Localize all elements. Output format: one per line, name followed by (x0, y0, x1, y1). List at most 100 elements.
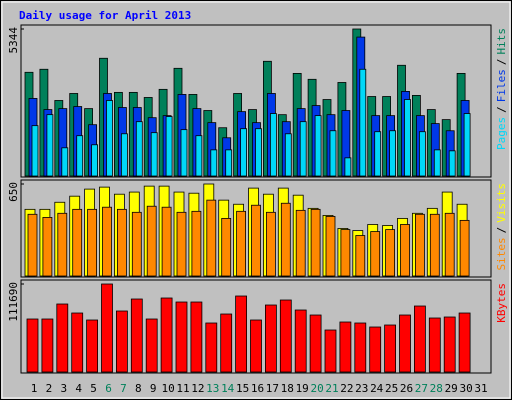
x-tick-label: 16 (251, 382, 264, 395)
bar (86, 319, 98, 373)
bar (280, 202, 291, 277)
bar (413, 305, 426, 373)
bar (130, 298, 143, 373)
bar (121, 133, 128, 177)
x-tick-label: 5 (90, 382, 97, 395)
bar (428, 317, 441, 373)
x-tick-label: 11 (176, 382, 189, 395)
bar (295, 209, 306, 277)
bar (265, 211, 276, 277)
chart-title: Daily usage for April 2013 (19, 9, 191, 22)
bar (236, 210, 247, 277)
legend: Sites / Visits (495, 183, 508, 271)
x-tick-label: 6 (105, 382, 112, 395)
y-tick-label: 5344 (7, 27, 20, 54)
bar (359, 68, 367, 177)
bar (191, 210, 202, 277)
bar (71, 312, 84, 373)
x-tick-label: 23 (355, 382, 368, 395)
x-tick-label: 17 (266, 382, 279, 395)
x-tick-label: 26 (400, 382, 413, 395)
legend: KBytes (495, 283, 508, 323)
legend-entry: Visits (495, 183, 508, 223)
bar (414, 213, 425, 277)
bar (325, 216, 336, 277)
bar (443, 316, 456, 373)
x-tick-label: 14 (221, 382, 235, 395)
legend-entry: Hits (495, 28, 508, 55)
x-tick-label: 4 (75, 382, 82, 395)
x-tick-label: 7 (120, 382, 127, 395)
bar (145, 318, 158, 373)
x-tick-label: 28 (430, 382, 443, 395)
bar (165, 116, 173, 177)
x-tick-label: 21 (325, 382, 338, 395)
bar (31, 125, 39, 177)
bar (206, 199, 217, 277)
bar (146, 205, 157, 277)
bar (190, 301, 203, 373)
bar (369, 326, 382, 373)
x-tick-label: 24 (370, 382, 384, 395)
bar (76, 135, 84, 177)
bar (160, 297, 173, 373)
legend: Pages / Files / Hits (495, 28, 508, 150)
x-tick-label: 25 (385, 382, 398, 395)
bar (389, 130, 397, 177)
bar (294, 309, 307, 373)
legend-entry: Sites (495, 237, 508, 270)
bar (101, 283, 113, 373)
x-tick-label: 10 (161, 382, 174, 395)
x-tick-label: 18 (281, 382, 294, 395)
x-tick-label: 29 (445, 382, 458, 395)
bar (26, 318, 39, 373)
bar (131, 211, 142, 277)
bar (57, 212, 68, 277)
bar (42, 217, 53, 277)
bar (400, 224, 410, 277)
bar (117, 208, 127, 277)
bar (225, 149, 233, 177)
legend-separator: / (495, 106, 508, 113)
bar (370, 231, 381, 277)
x-tick-label: 19 (296, 382, 309, 395)
bar (102, 206, 112, 277)
bar (284, 133, 292, 177)
bar (324, 329, 337, 373)
bar (448, 150, 456, 177)
bar (418, 131, 426, 177)
legend-separator: / (495, 227, 508, 234)
bar (264, 304, 277, 373)
bar (235, 295, 248, 373)
x-tick-label: 8 (135, 382, 142, 395)
bar (458, 312, 471, 373)
bar (56, 303, 69, 373)
bar (339, 321, 352, 373)
x-tick-label: 12 (191, 382, 204, 395)
bar (135, 121, 143, 177)
x-tick-label: 2 (46, 382, 53, 395)
bar (72, 208, 83, 277)
y-tick-label: 111690 (7, 282, 20, 322)
bar (433, 149, 441, 177)
bar (354, 322, 367, 373)
x-tick-label: 30 (459, 382, 472, 395)
bar (46, 114, 54, 177)
legend-entry: KBytes (495, 283, 508, 323)
bar (269, 113, 277, 177)
bar (429, 213, 440, 277)
bar (299, 121, 307, 177)
bar (309, 314, 322, 373)
bar (404, 99, 411, 177)
x-tick-label: 3 (60, 382, 67, 395)
x-tick-label: 31 (474, 382, 487, 395)
y-tick-label: 650 (7, 182, 20, 202)
bar (210, 149, 218, 177)
x-tick-label: 22 (340, 382, 353, 395)
bar (61, 147, 69, 177)
bar (195, 135, 203, 177)
bar (385, 229, 396, 277)
bar (221, 217, 232, 277)
legend-entry: Pages (495, 117, 508, 150)
